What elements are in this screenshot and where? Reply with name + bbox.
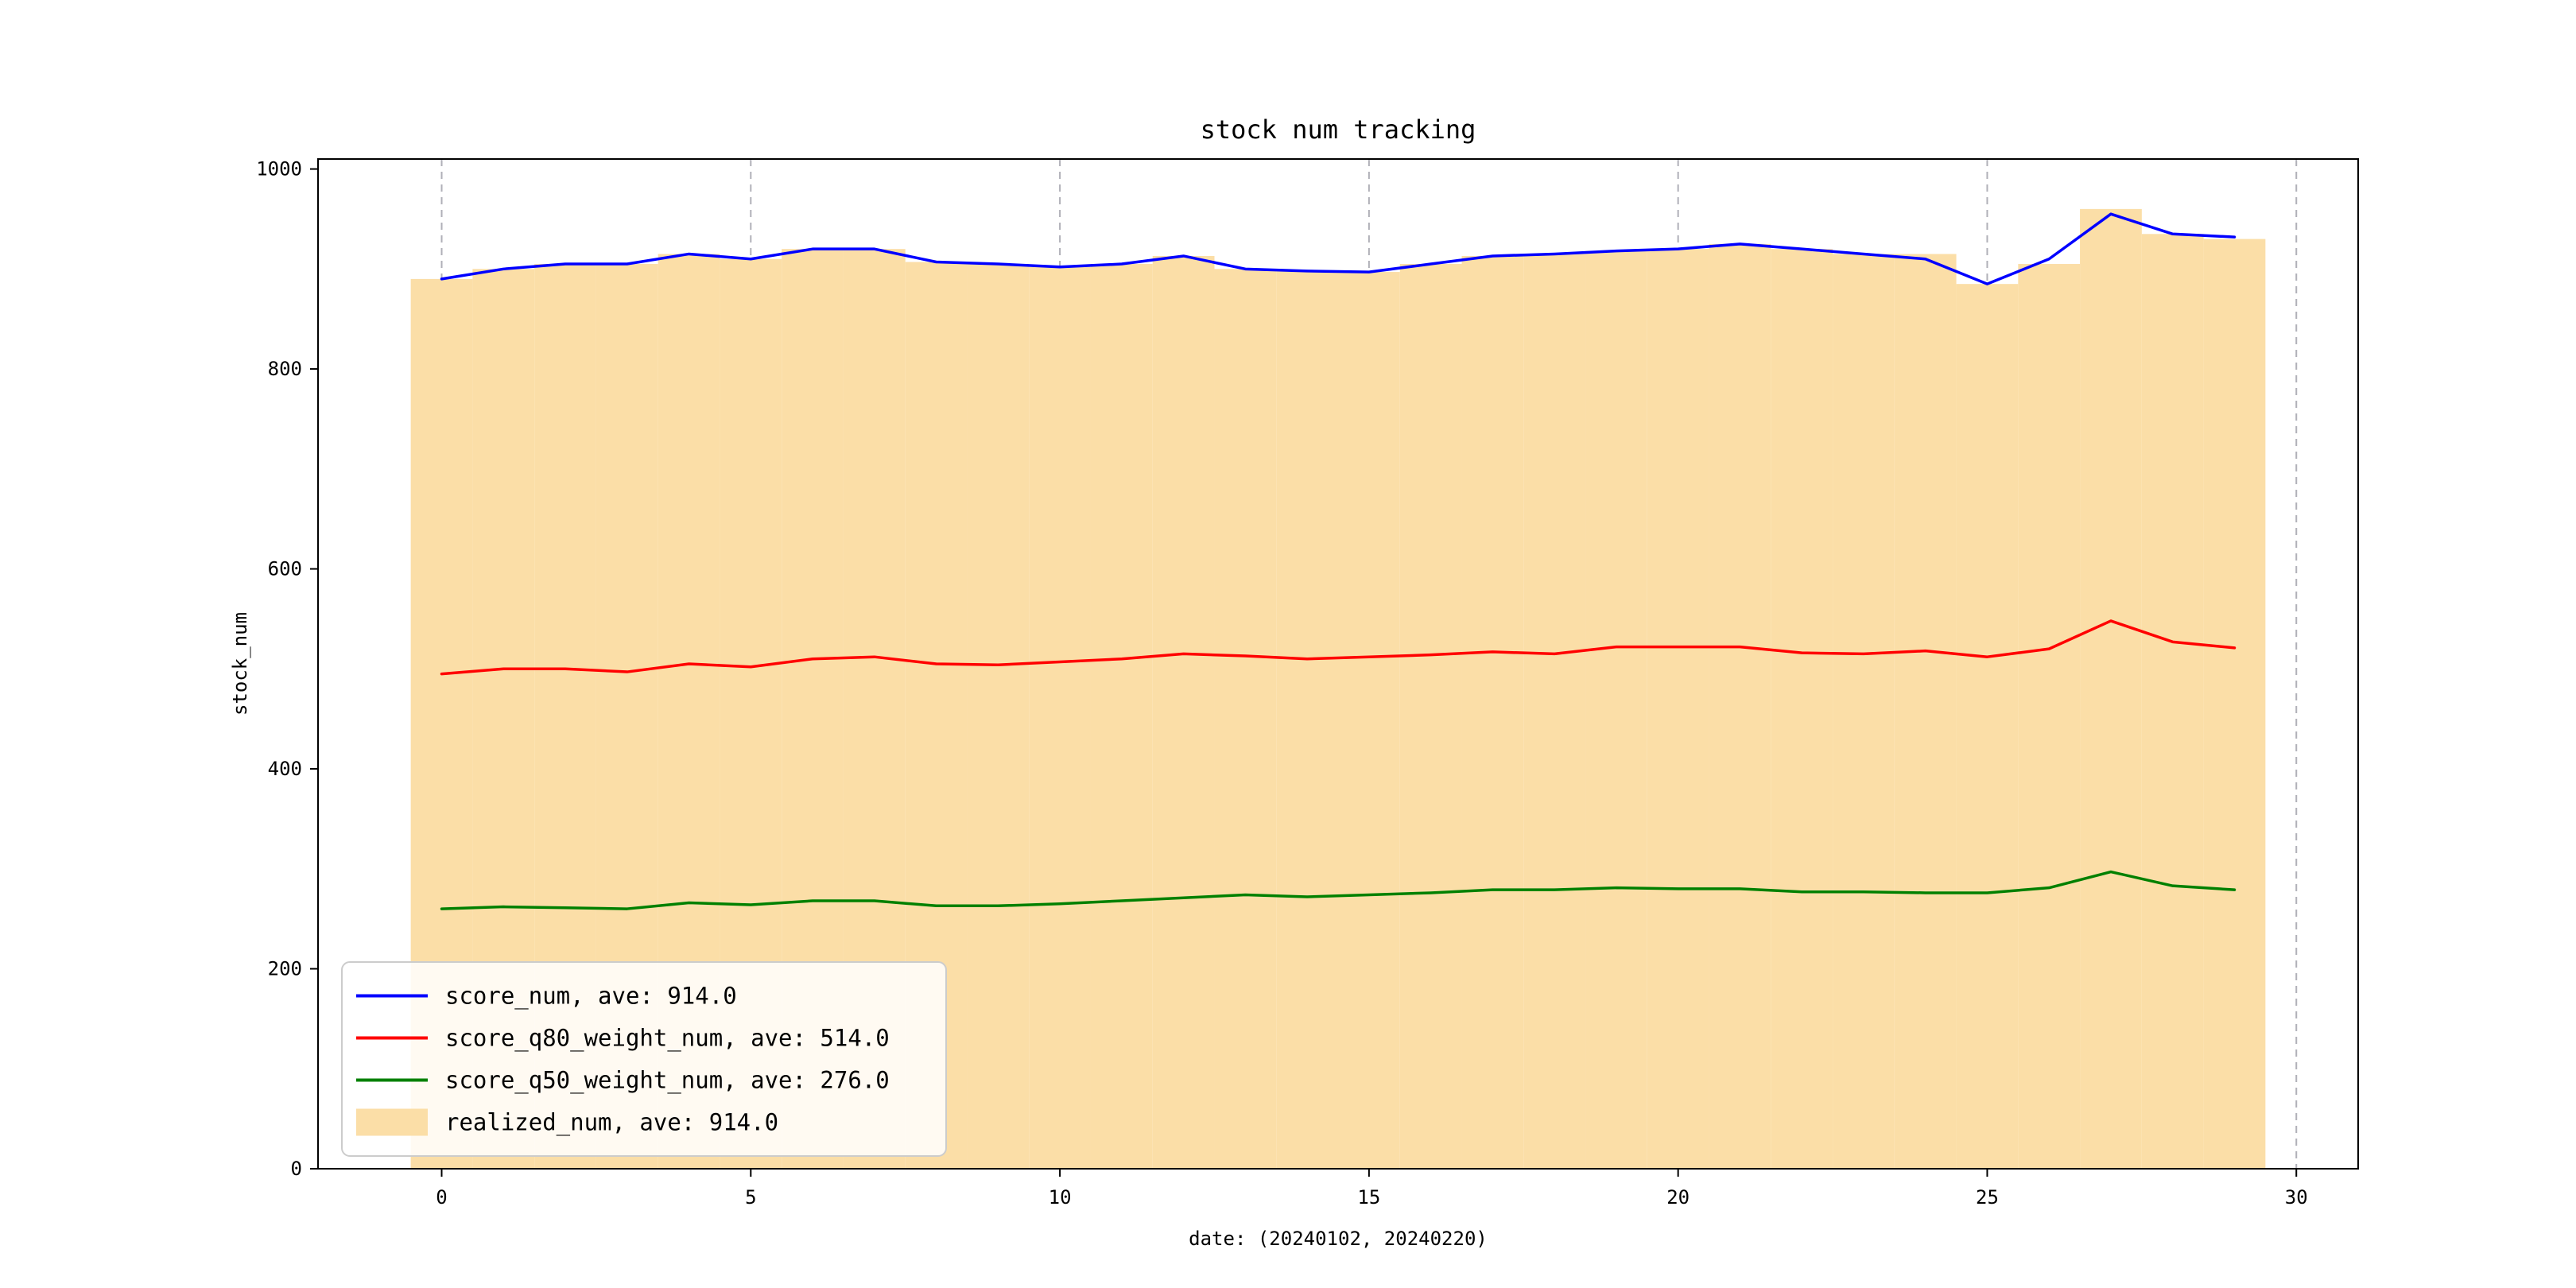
bar-realized-num-10 [1029, 266, 1091, 1169]
legend: score_num, ave: 914.0 score_q80_weight_nu… [341, 961, 947, 1157]
bar-realized-num-28 [2141, 234, 2204, 1170]
y-tick-label-0: 0 [291, 1158, 302, 1180]
x-tick-label-20: 20 [1666, 1186, 1690, 1208]
bar-realized-num-14 [1276, 270, 1338, 1170]
series-line-2 [440, 870, 2237, 910]
series-line-0 [440, 212, 2237, 285]
bar-realized-num-22 [1771, 249, 1833, 1169]
bar-realized-num-19 [1585, 250, 1647, 1170]
bar-realized-num-23 [1833, 254, 1895, 1169]
y-tick-label-400: 400 [268, 758, 302, 780]
bar-realized-num-11 [1090, 264, 1153, 1170]
bar-realized-num-26 [2018, 264, 2081, 1170]
chart-title: stock num tracking [1201, 114, 1476, 145]
legend-label-2: score_q50_weight_num, ave: 276.0 [445, 1067, 890, 1095]
legend-label-3: realized_num, ave: 914.0 [445, 1109, 778, 1137]
bar-realized-num-9 [967, 264, 1030, 1170]
bar-realized-num-13 [1214, 269, 1277, 1169]
legend-box [341, 961, 947, 1157]
axes-frame [317, 158, 2359, 1170]
x-axis-label: date: (20240102, 20240220) [1189, 1228, 1488, 1250]
y-axis-label: stock_num [229, 612, 251, 716]
x-tick-label-30: 30 [2285, 1186, 2308, 1208]
bar-realized-num-21 [1709, 243, 1771, 1169]
bar-realized-num-16 [1399, 264, 1462, 1170]
bar-realized-num-15 [1338, 272, 1400, 1169]
bar-realized-num-29 [2203, 239, 2266, 1170]
bar-realized-num-20 [1647, 249, 1709, 1169]
bar-realized-num-17 [1461, 255, 1524, 1169]
legend-swatch-patch-3 [356, 1108, 428, 1136]
x-tick-label-25: 25 [1976, 1186, 1999, 1208]
bar-realized-num-27 [2080, 208, 2142, 1169]
bar-realized-num-25 [1956, 284, 2019, 1169]
bar-realized-num-24 [1894, 254, 1957, 1169]
bar-realized-num-18 [1523, 254, 1586, 1169]
x-tick-label-10: 10 [1049, 1186, 1072, 1208]
x-tick-label-15: 15 [1357, 1186, 1380, 1208]
legend-label-1: score_q80_weight_num, ave: 514.0 [445, 1025, 890, 1053]
series-line-1 [440, 619, 2237, 676]
y-tick-label-600: 600 [268, 558, 302, 580]
y-tick-label-1000: 1000 [256, 158, 302, 180]
bar-realized-num-12 [1152, 255, 1215, 1169]
x-tick-label-0: 0 [436, 1186, 447, 1208]
legend-label-0: score_num, ave: 914.0 [445, 983, 737, 1011]
y-tick-label-800: 800 [268, 358, 302, 380]
x-tick-label-5: 5 [745, 1186, 756, 1208]
y-tick-label-200: 200 [268, 958, 302, 980]
